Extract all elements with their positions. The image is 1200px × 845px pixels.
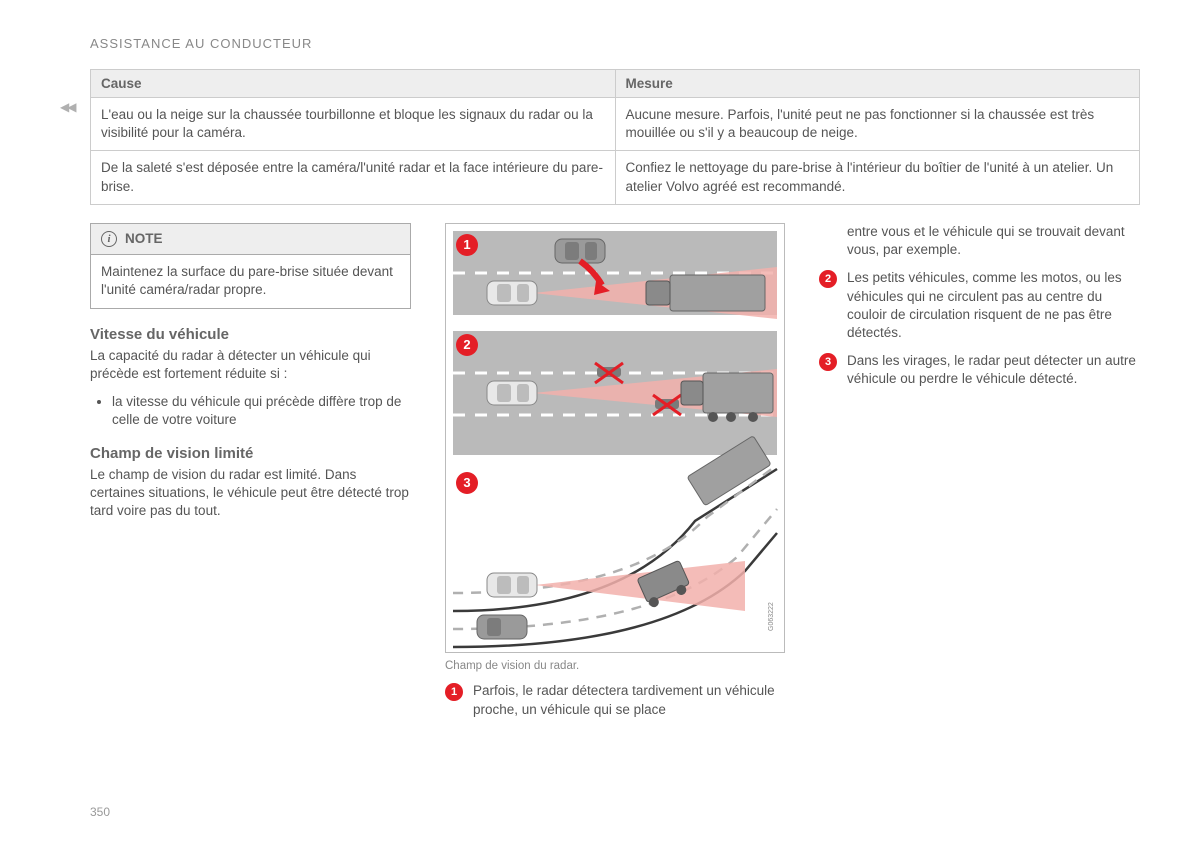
- table-row: L'eau ou la neige sur la chaussée tourbi…: [91, 98, 1140, 151]
- radar-figure: 1: [445, 223, 785, 719]
- list-text-1: Parfois, le radar détectera tardivement …: [473, 682, 785, 718]
- cell-mesure: Confiez le nettoyage du pare-brise à l'i…: [615, 151, 1140, 204]
- column-right: entre vous et le véhicule qui se trouvai…: [819, 223, 1140, 729]
- page-number: 350: [90, 805, 110, 819]
- list-text-3: Dans les virages, le radar peut détecter…: [847, 352, 1140, 388]
- table-row: De la saleté s'est déposée entre la camé…: [91, 151, 1140, 204]
- note-body: Maintenez la surface du pare-brise situé…: [91, 255, 410, 307]
- table-header-mesure: Mesure: [615, 70, 1140, 98]
- svg-text:1: 1: [463, 237, 470, 252]
- continuation-indicator: ◀◀: [60, 100, 74, 114]
- note-box: i NOTE Maintenez la surface du pare-bris…: [90, 223, 411, 309]
- list-item: 2 Les petits véhicules, comme les motos,…: [819, 269, 1140, 342]
- cause-measure-table: Cause Mesure L'eau ou la neige sur la ch…: [90, 69, 1140, 205]
- list-item: 1 Parfois, le radar détectera tardivemen…: [445, 682, 785, 718]
- svg-text:3: 3: [463, 475, 470, 490]
- column-center: 1: [445, 223, 785, 729]
- note-title: NOTE: [125, 230, 163, 248]
- cell-mesure: Aucune mesure. Parfois, l'unité peut ne …: [615, 98, 1140, 151]
- radar-diagram-svg: 1: [445, 223, 785, 653]
- list-text-2: Les petits véhicules, comme les motos, o…: [847, 269, 1140, 342]
- bullet-list: la vitesse du véhicule qui précède diffè…: [90, 393, 411, 429]
- para-fov: Le champ de vision du radar est limité. …: [90, 466, 411, 521]
- section-header: ASSISTANCE AU CONDUCTEUR: [90, 36, 1140, 51]
- continuation-text: entre vous et le véhicule qui se trouvai…: [819, 223, 1140, 259]
- para-speed: La capacité du radar à détecter un véhic…: [90, 347, 411, 383]
- badge-2-icon: 2: [819, 270, 837, 288]
- heading-speed: Vitesse du véhicule: [90, 325, 411, 345]
- heading-fov: Champ de vision limité: [90, 444, 411, 464]
- cell-cause: L'eau ou la neige sur la chaussée tourbi…: [91, 98, 616, 151]
- image-ref-label: G063222: [768, 602, 775, 631]
- list-item: 3 Dans les virages, le radar peut détect…: [819, 352, 1140, 388]
- badge-1-icon: 1: [445, 683, 463, 701]
- info-icon: i: [101, 231, 117, 247]
- badge-3-icon: 3: [819, 353, 837, 371]
- table-header-cause: Cause: [91, 70, 616, 98]
- column-left: i NOTE Maintenez la surface du pare-bris…: [90, 223, 411, 729]
- cell-cause: De la saleté s'est déposée entre la camé…: [91, 151, 616, 204]
- note-title-row: i NOTE: [91, 224, 410, 255]
- figure-caption: Champ de vision du radar.: [445, 659, 785, 675]
- bullet-item: la vitesse du véhicule qui précède diffè…: [112, 393, 411, 429]
- svg-text:2: 2: [463, 337, 470, 352]
